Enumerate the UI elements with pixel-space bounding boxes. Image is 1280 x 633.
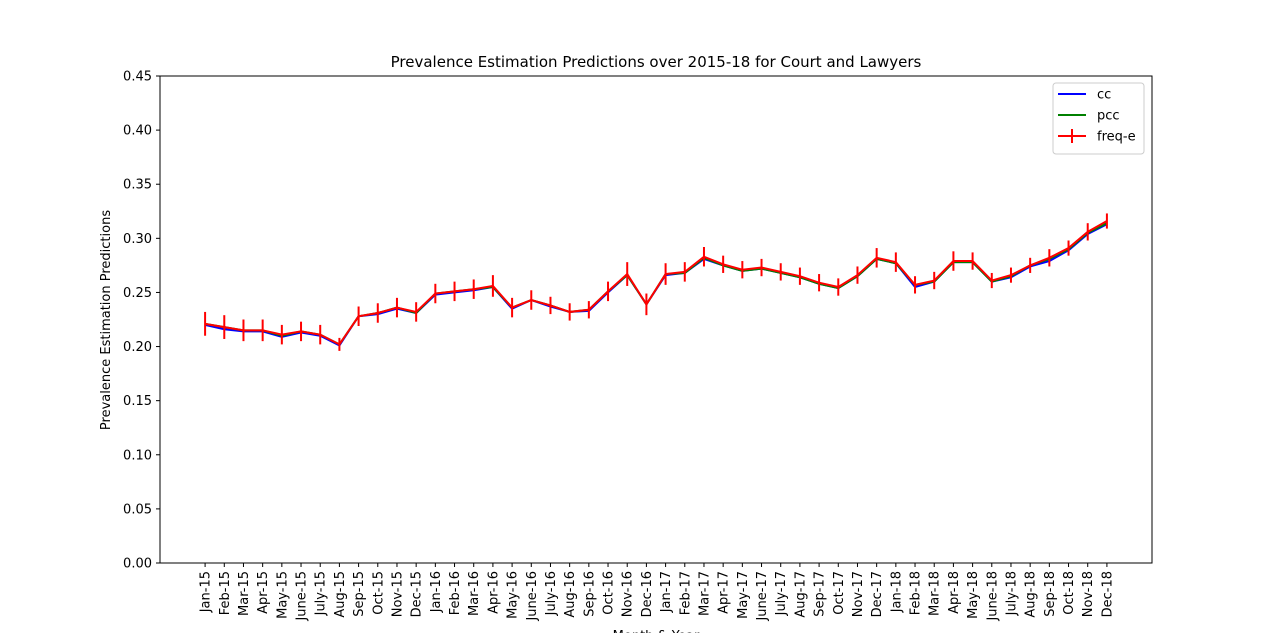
x-tick-label: Sep-16: [582, 571, 597, 617]
x-tick-label: Aug-17: [793, 571, 808, 618]
y-axis-label: Prevalence Estimation Predictions: [99, 210, 114, 430]
x-tick-label: Nov-16: [621, 571, 636, 617]
x-tick-label: Mar-15: [237, 571, 252, 616]
x-tick-label: Oct-18: [1062, 571, 1077, 615]
series-line: [204, 220, 1108, 346]
x-tick-label: Mar-18: [928, 571, 943, 616]
x-tick-label: June-16: [525, 571, 540, 622]
x-tick-label: Apr-16: [486, 571, 501, 614]
x-tick-label: Oct-16: [602, 571, 617, 615]
x-tick-label: Jan-15: [199, 571, 214, 613]
x-tick-label: Dec-15: [410, 571, 425, 617]
y-tick-label: 0.05: [123, 502, 152, 517]
y-tick-label: 0.30: [123, 232, 152, 247]
legend-label: freq-e: [1097, 130, 1136, 145]
x-tick-label: July-15: [314, 571, 329, 616]
x-tick-label: Mar-17: [697, 571, 712, 616]
y-tick-label: 0.20: [123, 340, 152, 355]
x-tick-label: Aug-18: [1024, 571, 1039, 618]
y-tick-label: 0.25: [123, 286, 152, 301]
x-tick-label: Jan-18: [889, 571, 904, 613]
y-tick-label: 0.45: [123, 70, 152, 85]
x-tick-label: Feb-18: [909, 571, 924, 615]
x-tick-label: Oct-17: [832, 571, 847, 615]
x-tick-label: July-18: [1004, 571, 1019, 616]
x-tick-label: Sep-17: [813, 571, 828, 617]
x-tick-label: June-18: [985, 571, 1000, 622]
x-tick-label: May-17: [736, 571, 751, 619]
x-tick-label: Sep-18: [1043, 571, 1058, 617]
x-tick-label: Apr-17: [717, 571, 732, 614]
x-tick-label: Aug-16: [563, 571, 578, 618]
x-tick-label: Dec-18: [1100, 571, 1115, 617]
plot-frame: [159, 75, 1153, 564]
x-tick-label: May-18: [966, 571, 981, 619]
legend-label: pcc: [1097, 109, 1120, 124]
x-tick-label: Oct-15: [371, 571, 386, 615]
x-tick-label: Nov-17: [851, 571, 866, 617]
x-tick-label: Apr-15: [256, 571, 271, 614]
x-tick-label: July-17: [774, 571, 789, 616]
x-tick-label: June-17: [755, 571, 770, 622]
x-tick-label: Nov-18: [1081, 571, 1096, 617]
y-tick-label: 0.15: [123, 394, 152, 409]
legend-label: cc: [1097, 88, 1111, 103]
x-tick-label: July-16: [544, 571, 559, 616]
x-tick-label: Feb-15: [218, 571, 233, 615]
x-tick-label: Mar-16: [467, 571, 482, 616]
x-tick-label: Sep-15: [352, 571, 367, 617]
x-tick-label: Dec-16: [640, 571, 655, 617]
y-tick-label: 0.40: [123, 124, 152, 139]
x-tick-label: Jan-17: [659, 571, 674, 613]
x-tick-label: Dec-17: [870, 571, 885, 617]
x-tick-label: Jan-16: [429, 571, 444, 613]
x-axis-label: Month & Year: [613, 629, 700, 633]
x-tick-label: June-15: [295, 571, 310, 622]
y-tick-label: 0.10: [123, 448, 152, 463]
x-tick-label: Feb-17: [678, 571, 693, 615]
x-tick-label: May-16: [506, 571, 521, 619]
y-tick-label: 0.35: [123, 178, 152, 193]
y-tick-label: 0.00: [123, 557, 152, 572]
x-tick-label: Feb-16: [448, 571, 463, 615]
chart-title: Prevalence Estimation Predictions over 2…: [391, 53, 922, 71]
x-tick-label: Nov-15: [390, 571, 405, 617]
x-tick-label: May-15: [275, 571, 290, 619]
x-tick-label: Aug-15: [333, 571, 348, 618]
x-tick-label: Apr-18: [947, 571, 962, 614]
